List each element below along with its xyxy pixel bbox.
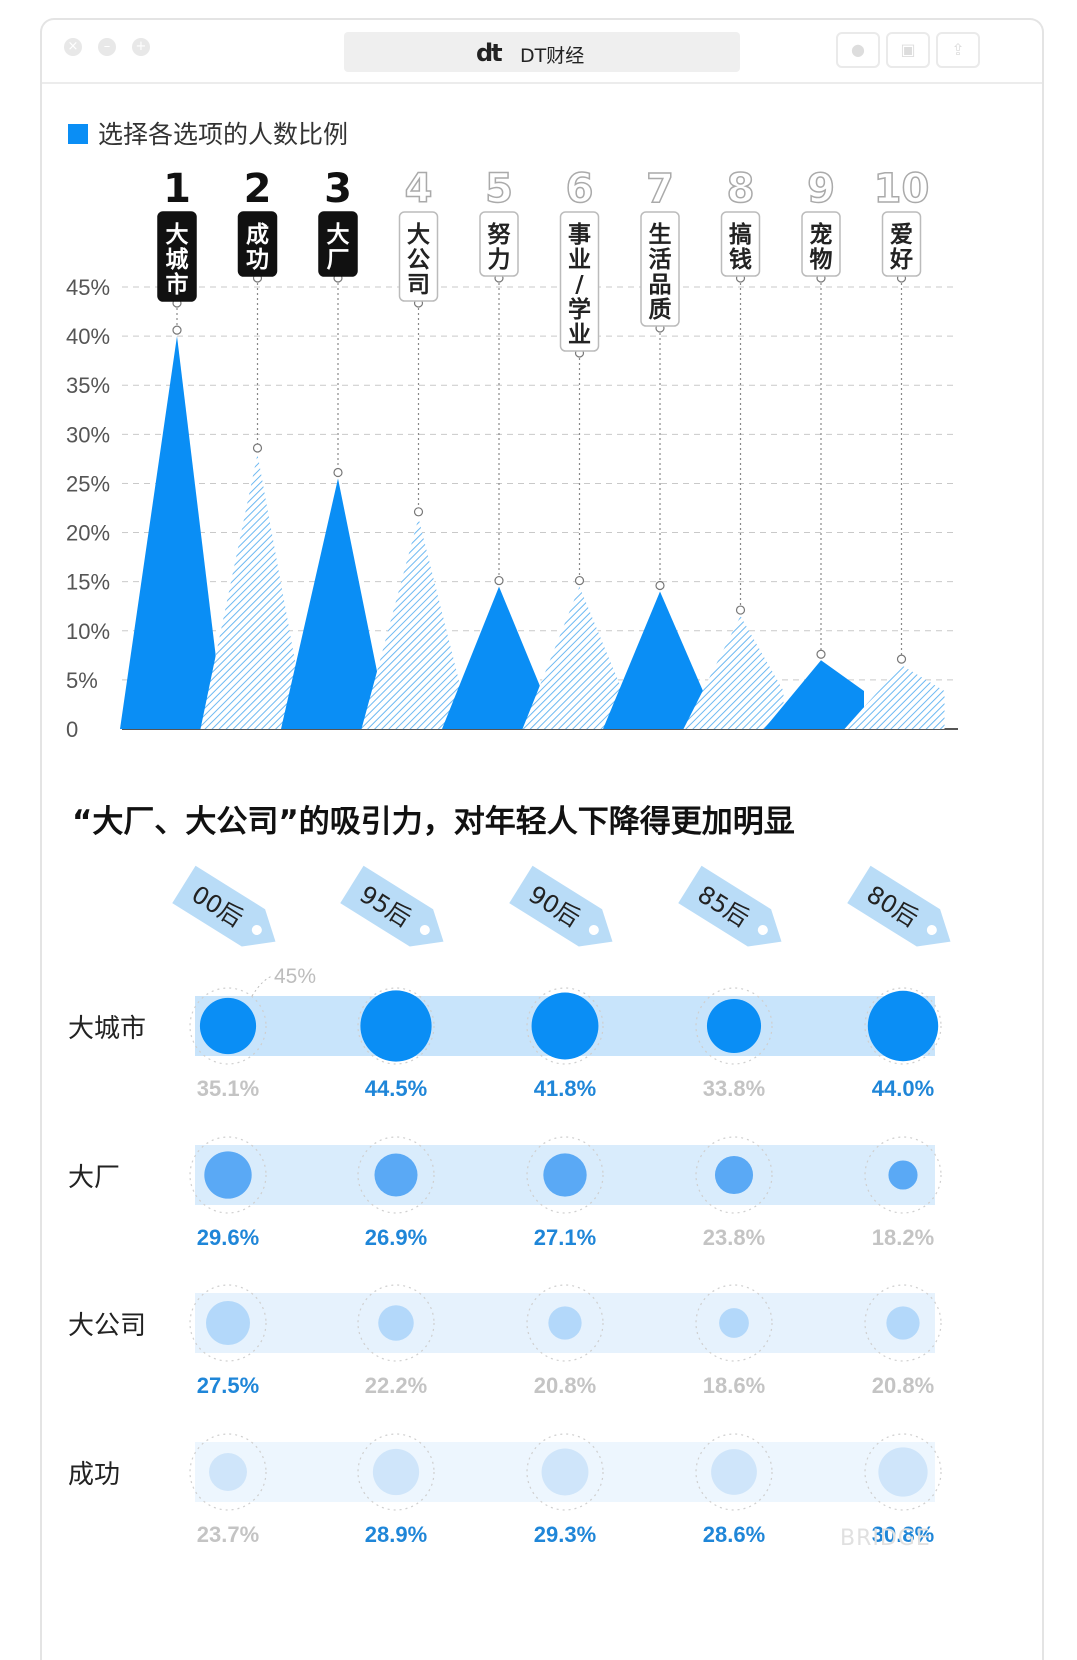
y-tick-label: 5% — [66, 668, 98, 693]
category-label-box — [237, 211, 278, 277]
peak-mark — [764, 660, 864, 729]
category-label-char: 好 — [889, 247, 913, 273]
category-label-box — [801, 211, 841, 277]
leader-dot — [172, 325, 182, 335]
lock-icon[interactable]: ▣ — [886, 32, 930, 68]
y-tick-label: 45% — [66, 275, 110, 300]
category-label-box — [479, 211, 519, 277]
window-title: DT财经 — [520, 45, 585, 67]
y-tick-label: 30% — [66, 422, 110, 447]
category-label-char: 努 — [488, 221, 511, 248]
category-label-box — [640, 211, 680, 327]
address-bar: dt DT财经 — [344, 32, 740, 72]
watermark: BRIDGE — [840, 1526, 931, 1551]
rank-number: 9 — [807, 166, 835, 212]
row-label: 大城市 — [68, 1014, 147, 1044]
leader-dot — [735, 605, 746, 615]
row-label: 成功 — [68, 1460, 121, 1490]
peak-mark — [120, 336, 220, 729]
rank-number: 8 — [727, 166, 755, 212]
category-label-char: 生 — [649, 222, 672, 248]
leader-dot — [896, 654, 907, 664]
category-label-char: 大 — [407, 222, 430, 248]
category-label-char: 活 — [649, 247, 672, 273]
category-label-char: 城 — [166, 246, 189, 273]
category-label-char: 搞 — [729, 221, 752, 248]
rank-number: 10 — [874, 166, 930, 212]
leader-dot — [816, 649, 826, 659]
record-icon[interactable]: ● — [836, 32, 880, 68]
category-label-char: 学 — [568, 296, 591, 323]
leader-dot — [333, 467, 343, 478]
category-label-char: 钱 — [729, 247, 752, 273]
peak-mark — [281, 478, 381, 729]
category-label-char: 厂 — [327, 247, 350, 273]
leader-dot — [252, 443, 263, 453]
y-tick-label: 20% — [66, 521, 110, 546]
category-label-char: 大 — [166, 222, 189, 248]
category-label-box — [720, 211, 761, 277]
legend-label: 选择各选项的人数比例 — [98, 120, 349, 149]
close-icon[interactable]: × — [64, 38, 82, 56]
category-label-char: 成 — [246, 222, 269, 248]
peak-mark — [603, 591, 703, 729]
dt-logo: dt — [476, 39, 503, 67]
category-label-char: 宠 — [810, 221, 833, 248]
y-tick-label: 15% — [66, 570, 110, 595]
y-tick-label: 40% — [66, 324, 110, 349]
title-bar: × – + dt DT财经 ● ▣ ⇪ — [42, 20, 1042, 84]
category-label-char: 力 — [488, 247, 511, 273]
leader-dot — [655, 580, 665, 591]
y-tick-label: 35% — [66, 373, 110, 398]
rank-number: 5 — [485, 166, 513, 212]
peak-mark — [522, 586, 623, 729]
category-label-char: 市 — [166, 271, 189, 298]
peak-mark — [200, 453, 301, 729]
rank-number: 4 — [405, 166, 433, 212]
category-label-char: 质 — [649, 297, 672, 323]
rank-number: 3 — [324, 166, 352, 212]
leader-dot — [574, 575, 585, 586]
rank-number: 7 — [646, 166, 674, 212]
category-label-char: 业 — [568, 322, 591, 348]
category-label-box — [559, 211, 600, 352]
y-tick-label: 10% — [66, 619, 110, 644]
category-label-char: 事 — [568, 222, 591, 248]
category-label-char: 品 — [649, 272, 672, 298]
leader-dot — [494, 575, 504, 586]
category-label-char: 业 — [568, 247, 591, 273]
row-label: 大厂 — [68, 1163, 121, 1193]
share-icon[interactable]: ⇪ — [936, 32, 980, 68]
peak-mark — [683, 616, 784, 729]
maximize-icon[interactable]: + — [132, 38, 150, 56]
peak-mark — [442, 586, 542, 729]
category-label-char: 爱 — [890, 222, 913, 248]
category-label-char: 司 — [407, 272, 430, 298]
ranking-chart: 05%10%15%20%25%30%35%40%45% 1大城市2成功3大厂4大… — [66, 165, 958, 742]
peak-mark — [844, 665, 945, 729]
row-label: 大公司 — [68, 1311, 147, 1341]
y-tick-label: 0 — [66, 717, 78, 742]
category-label-char: 功 — [246, 247, 269, 273]
section-title: “大厂、大公司”的吸引力，对年轻人下降得更加明显 — [72, 804, 795, 840]
category-label-box — [881, 211, 922, 277]
leader-dot — [413, 507, 424, 517]
peak-mark — [361, 517, 462, 729]
rank-number: 2 — [244, 166, 272, 212]
rank-number: 6 — [566, 166, 594, 212]
category-label-char: 大 — [327, 222, 350, 248]
category-label-char: 物 — [810, 246, 833, 273]
category-label-box — [157, 211, 197, 302]
category-label-char: / — [575, 272, 584, 298]
legend-swatch — [68, 124, 88, 144]
category-label-box — [398, 211, 439, 302]
minimize-icon[interactable]: – — [98, 38, 116, 56]
category-label-box — [318, 211, 358, 277]
rank-number: 1 — [163, 166, 191, 212]
y-tick-label: 25% — [66, 471, 110, 496]
window-frame: × – + dt DT财经 ● ▣ ⇪ — [40, 18, 1044, 1660]
category-label-char: 公 — [407, 247, 430, 273]
